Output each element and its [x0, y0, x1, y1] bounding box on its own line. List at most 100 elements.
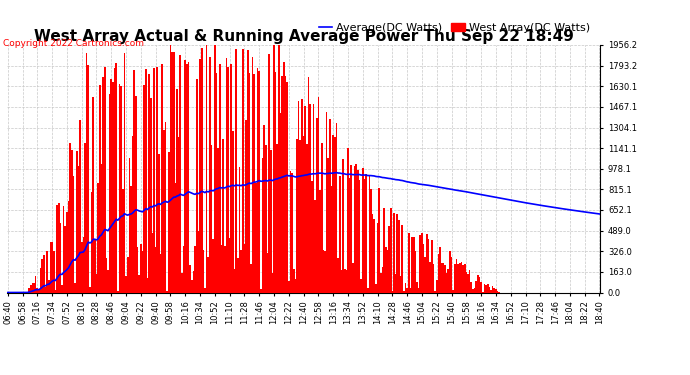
Bar [45, 286, 46, 292]
Bar [239, 167, 240, 292]
Bar [181, 273, 183, 292]
Bar [109, 94, 110, 292]
Bar [386, 250, 388, 292]
Bar [416, 282, 418, 292]
Bar [403, 291, 405, 292]
Bar [234, 269, 235, 292]
Bar [415, 251, 416, 292]
Bar [55, 290, 56, 292]
Bar [97, 183, 99, 292]
Bar [405, 283, 406, 292]
Bar [260, 288, 262, 292]
Bar [210, 145, 213, 292]
Bar [114, 68, 115, 292]
Bar [390, 208, 391, 292]
Bar [359, 180, 360, 292]
Bar [311, 182, 313, 292]
Bar [64, 226, 66, 292]
Bar [480, 282, 482, 292]
Bar [398, 220, 400, 292]
Bar [84, 143, 86, 292]
Bar [184, 60, 186, 292]
Bar [436, 280, 437, 292]
Bar [217, 148, 219, 292]
Bar [214, 45, 216, 292]
Bar [272, 273, 273, 292]
Bar [265, 145, 266, 292]
Bar [252, 57, 253, 292]
Bar [63, 206, 64, 292]
Bar [328, 158, 329, 292]
Bar [140, 244, 141, 292]
Bar [188, 62, 189, 292]
Bar [334, 137, 335, 292]
Bar [420, 235, 421, 292]
Bar [375, 285, 377, 292]
Bar [157, 68, 158, 292]
Bar [166, 291, 168, 292]
Bar [382, 267, 384, 292]
Bar [397, 214, 398, 292]
Bar [347, 148, 349, 292]
Bar [247, 50, 248, 292]
Legend: Average(DC Watts), West Array(DC Watts): Average(DC Watts), West Array(DC Watts) [314, 18, 595, 37]
Bar [30, 285, 32, 292]
Bar [282, 76, 283, 292]
Bar [146, 278, 148, 292]
Bar [206, 45, 208, 292]
Bar [428, 239, 429, 292]
Bar [255, 183, 257, 292]
Bar [56, 205, 58, 292]
Bar [391, 291, 393, 292]
Bar [314, 200, 316, 292]
Bar [86, 53, 88, 292]
Bar [122, 189, 124, 292]
Bar [148, 74, 150, 292]
Bar [349, 178, 351, 292]
Bar [135, 96, 137, 292]
Bar [268, 54, 270, 292]
Bar [449, 251, 451, 292]
Bar [208, 257, 209, 292]
Bar [431, 240, 433, 292]
Bar [139, 276, 140, 292]
Bar [364, 179, 365, 292]
Bar [490, 291, 492, 292]
Bar [290, 171, 291, 292]
Bar [90, 192, 92, 292]
Bar [186, 64, 188, 292]
Bar [421, 233, 423, 292]
Bar [195, 246, 196, 292]
Bar [352, 263, 354, 292]
Bar [28, 288, 30, 292]
Bar [89, 287, 90, 292]
Bar [296, 139, 298, 292]
Bar [161, 64, 163, 292]
Bar [153, 68, 155, 292]
Bar [283, 62, 285, 292]
Bar [451, 257, 453, 292]
Bar [492, 286, 493, 292]
Bar [298, 101, 299, 292]
Bar [72, 176, 75, 292]
Bar [176, 89, 178, 292]
Bar [303, 136, 304, 292]
Bar [462, 265, 464, 292]
Bar [434, 291, 436, 292]
Bar [367, 288, 368, 292]
Bar [346, 270, 347, 292]
Bar [76, 151, 77, 292]
Bar [299, 140, 301, 292]
Bar [322, 250, 324, 292]
Bar [112, 82, 114, 292]
Bar [447, 269, 449, 292]
Bar [226, 58, 227, 292]
Bar [410, 288, 411, 292]
Bar [355, 164, 357, 292]
Bar [133, 70, 135, 292]
Bar [88, 65, 89, 292]
Bar [196, 79, 197, 292]
Bar [77, 166, 79, 292]
Bar [229, 238, 230, 292]
Bar [378, 188, 380, 292]
